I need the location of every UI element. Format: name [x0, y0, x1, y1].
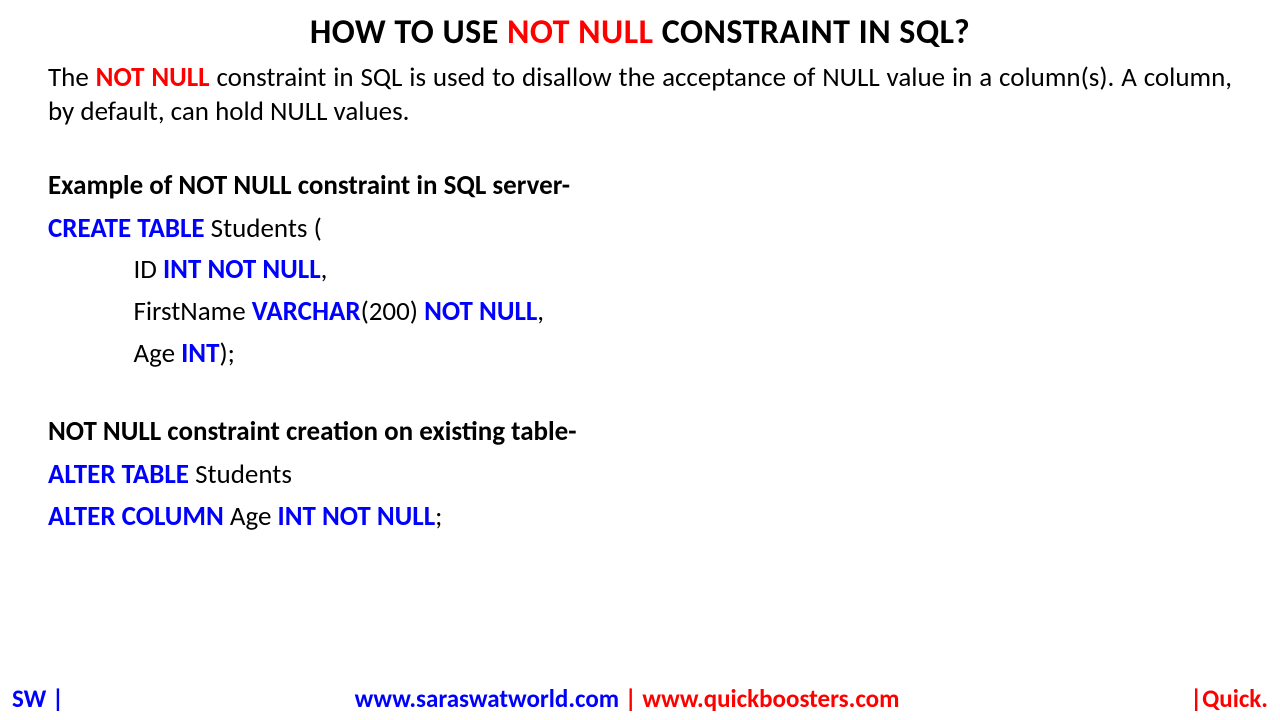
footer-url-2: www.quickboosters.com — [642, 683, 899, 714]
title-part1: HOW TO USE — [310, 12, 507, 53]
code-text: Students ( — [205, 212, 322, 245]
footer-center: www.saraswatworld.com | www.quickbooster… — [64, 683, 1190, 714]
title-highlight: NOT NULL — [507, 12, 654, 53]
keyword: NOT NULL — [424, 295, 537, 328]
code-line: ID INT NOT NULL, — [48, 249, 1232, 291]
keyword: ALTER COLUMN — [48, 500, 224, 533]
code-text: ID — [48, 253, 163, 286]
keyword: VARCHAR — [252, 295, 361, 328]
page-title: HOW TO USE NOT NULL CONSTRAINT IN SQL? — [48, 12, 1232, 53]
code-line: ALTER TABLE Students — [48, 454, 1232, 496]
keyword: INT NOT NULL — [278, 500, 436, 533]
code-text: Age — [224, 500, 278, 533]
keyword: INT NOT NULL — [163, 253, 321, 286]
code-text: ); — [219, 337, 234, 370]
desc-highlight: NOT NULL — [96, 61, 210, 94]
code-line: Age INT); — [48, 333, 1232, 375]
footer-left: SW | — [12, 683, 64, 714]
keyword: CREATE TABLE — [48, 212, 205, 245]
slide-container: HOW TO USE NOT NULL CONSTRAINT IN SQL? T… — [0, 0, 1280, 538]
footer-bar: SW | www.saraswatworld.com | www.quickbo… — [0, 683, 1280, 714]
footer-url-1: www.saraswatworld.com — [355, 683, 619, 714]
code-line: CREATE TABLE Students ( — [48, 208, 1232, 250]
code-text: Age — [48, 337, 181, 370]
code-text: FirstName — [48, 295, 252, 328]
footer-sep: | — [619, 683, 642, 714]
code-text: Students — [189, 458, 292, 491]
footer-right: |Quick. — [1190, 683, 1268, 714]
desc-suffix: constraint in SQL is used to disallow th… — [48, 61, 1232, 128]
title-part2: CONSTRAINT IN SQL? — [654, 12, 971, 53]
example1-code: CREATE TABLE Students ( ID INT NOT NULL,… — [48, 208, 1232, 375]
description-text: The NOT NULL constraint in SQL is used t… — [48, 61, 1232, 129]
desc-prefix: The — [48, 61, 96, 94]
code-text: , — [537, 295, 544, 328]
code-text: , — [321, 253, 328, 286]
keyword: INT — [181, 337, 219, 370]
example1-heading: Example of NOT NULL constraint in SQL se… — [48, 169, 1232, 202]
code-text: (200) — [361, 295, 425, 328]
code-text: ; — [435, 500, 442, 533]
code-line: FirstName VARCHAR(200) NOT NULL, — [48, 291, 1232, 333]
example2-heading: NOT NULL constraint creation on existing… — [48, 415, 1232, 448]
keyword: ALTER TABLE — [48, 458, 189, 491]
example2-code: ALTER TABLE Students ALTER COLUMN Age IN… — [48, 454, 1232, 538]
code-line: ALTER COLUMN Age INT NOT NULL; — [48, 496, 1232, 538]
